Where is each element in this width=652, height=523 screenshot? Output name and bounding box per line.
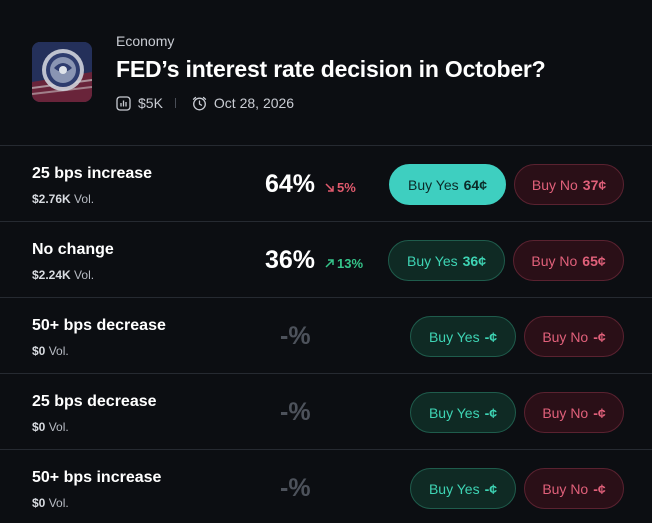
outcome-volume: $2.24K Vol. xyxy=(32,268,94,282)
buy-yes-price: 36¢ xyxy=(462,252,486,269)
market-header: Economy FED’s interest rate decision in … xyxy=(0,0,652,145)
outcome-row: 25 bps increase $2.76K Vol. 64% 5% Buy Y… xyxy=(0,145,652,221)
buy-yes-label: Buy Yes xyxy=(408,176,459,193)
buy-yes-price: -¢ xyxy=(484,480,498,497)
federal-reserve-seal-icon xyxy=(32,42,92,102)
outcome-label: No change xyxy=(32,241,114,258)
outcome-volume-suffix: Vol. xyxy=(74,268,95,282)
buy-yes-price: -¢ xyxy=(484,328,498,345)
buy-yes-button[interactable]: Buy Yes -¢ xyxy=(410,468,516,509)
buy-no-label: Buy No xyxy=(542,404,589,421)
outcome-probability: -% xyxy=(280,398,311,426)
buy-no-price: -¢ xyxy=(593,328,606,345)
outcome-probability-group: 36% 13% xyxy=(265,246,363,276)
alarm-clock-icon xyxy=(192,96,207,111)
market-title: FED’s interest rate decision in October? xyxy=(116,56,546,82)
outcome-row: No change $2.24K Vol. 36% 13% Buy Yes 36… xyxy=(0,221,652,297)
buy-yes-price: -¢ xyxy=(484,404,498,421)
outcome-volume-suffix: Vol. xyxy=(48,344,69,358)
buy-no-button[interactable]: Buy No 65¢ xyxy=(513,240,624,281)
outcome-probability-group: -% xyxy=(280,322,311,352)
outcome-label: 50+ bps increase xyxy=(32,469,162,486)
market-meta: $5K Oct 28, 2026 xyxy=(116,94,294,112)
buy-yes-label: Buy Yes xyxy=(407,252,458,269)
buy-no-price: -¢ xyxy=(593,404,606,421)
outcome-label: 25 bps increase xyxy=(32,165,153,182)
outcome-probability-group: -% xyxy=(280,398,311,428)
buy-no-label: Buy No xyxy=(531,252,578,269)
buy-yes-button[interactable]: Buy Yes -¢ xyxy=(410,316,516,357)
outcome-volume-amount: $2.24K xyxy=(32,268,71,282)
market-volume: $5K xyxy=(138,95,163,111)
outcome-probability: -% xyxy=(280,474,311,502)
meta-divider xyxy=(174,98,176,108)
buy-yes-price: 64¢ xyxy=(463,176,487,193)
outcome-volume-suffix: Vol. xyxy=(48,496,69,510)
buy-yes-button[interactable]: Buy Yes 64¢ xyxy=(389,164,506,205)
buy-no-label: Buy No xyxy=(542,480,589,497)
buy-no-button[interactable]: Buy No -¢ xyxy=(524,316,624,357)
buy-yes-label: Buy Yes xyxy=(428,328,480,345)
outcome-volume-amount: $2.76K xyxy=(32,192,71,206)
outcome-label: 50+ bps decrease xyxy=(32,317,166,334)
outcome-probability: 64% xyxy=(265,170,316,198)
market-category: Economy xyxy=(116,33,175,49)
chart-icon xyxy=(116,95,131,111)
outcome-volume: $0 Vol. xyxy=(32,420,69,434)
outcome-volume-amount: $0 xyxy=(32,420,46,434)
buy-yes-button[interactable]: Buy Yes 36¢ xyxy=(388,240,505,281)
outcome-list: 25 bps increase $2.76K Vol. 64% 5% Buy Y… xyxy=(0,145,652,523)
outcome-volume: $2.76K Vol. xyxy=(32,192,94,206)
outcome-change-value: 13% xyxy=(337,256,364,271)
outcome-change: 5% xyxy=(325,180,356,195)
buy-no-button[interactable]: Buy No -¢ xyxy=(524,468,624,509)
outcome-change-value: 5% xyxy=(337,180,356,195)
buy-no-button[interactable]: Buy No -¢ xyxy=(524,392,624,433)
outcome-volume-suffix: Vol. xyxy=(74,192,95,206)
outcome-probability-group: -% xyxy=(280,474,311,504)
outcome-change: 13% xyxy=(325,256,363,271)
outcome-row: 50+ bps decrease $0 Vol. -% Buy Yes -¢ B… xyxy=(0,297,652,373)
buy-no-label: Buy No xyxy=(542,328,589,345)
outcome-volume: $0 Vol. xyxy=(32,344,69,358)
outcome-volume-suffix: Vol. xyxy=(48,420,69,434)
outcome-label: 25 bps decrease xyxy=(32,393,157,410)
outcome-probability-group: 64% 5% xyxy=(265,170,356,200)
buy-no-label: Buy No xyxy=(531,176,578,193)
buy-yes-button[interactable]: Buy Yes -¢ xyxy=(410,392,516,433)
buy-yes-label: Buy Yes xyxy=(428,480,480,497)
outcome-probability: 36% xyxy=(265,246,316,274)
outcome-volume-amount: $0 xyxy=(32,496,46,510)
buy-no-price: -¢ xyxy=(593,480,606,497)
outcome-row: 25 bps decrease $0 Vol. -% Buy Yes -¢ Bu… xyxy=(0,373,652,449)
change-arrow-icon xyxy=(325,259,334,268)
outcome-row: 50+ bps increase $0 Vol. -% Buy Yes -¢ B… xyxy=(0,449,652,523)
buy-no-price: 65¢ xyxy=(582,252,606,269)
outcome-probability: -% xyxy=(280,322,311,350)
buy-no-price: 37¢ xyxy=(582,176,607,193)
outcome-volume: $0 Vol. xyxy=(32,496,69,510)
change-arrow-icon xyxy=(325,183,334,192)
buy-no-button[interactable]: Buy No 37¢ xyxy=(514,164,624,205)
outcome-volume-amount: $0 xyxy=(32,344,46,358)
market-end-date: Oct 28, 2026 xyxy=(213,95,295,111)
buy-yes-label: Buy Yes xyxy=(428,404,480,421)
